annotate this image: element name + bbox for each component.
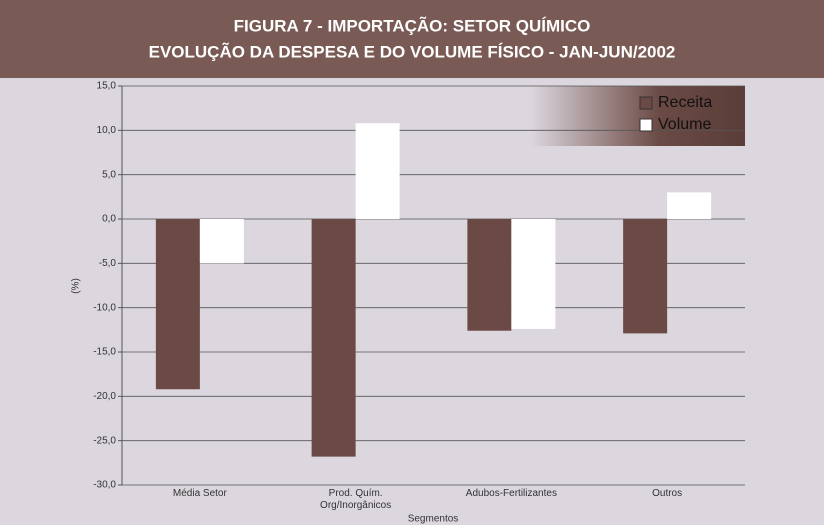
y-tick-label: 10,0: [97, 125, 117, 136]
x-tick-label: Outros: [652, 488, 683, 499]
y-tick-label: 5,0: [102, 169, 116, 180]
y-tick-label: -20,0: [93, 391, 116, 402]
y-tick-label: 0,0: [102, 214, 116, 225]
y-tick-label: -25,0: [93, 435, 116, 446]
legend-swatch: [639, 118, 653, 132]
chart-title: FIGURA 7 - IMPORTAÇÃO: SETOR QUÍMICO: [234, 15, 591, 35]
y-axis-label: (%): [71, 278, 82, 294]
bar: [667, 192, 712, 219]
x-tick-label: Adubos-Fertilizantes: [465, 488, 557, 499]
x-tick-label: Prod. Quím. Org/Inorgânicos: [320, 488, 392, 511]
bar: [623, 219, 668, 334]
legend-label: Receita: [658, 94, 712, 111]
bar: [467, 219, 512, 331]
bar: [355, 123, 400, 219]
y-tick-label: -15,0: [93, 347, 116, 358]
x-tick-label: Média Setor: [172, 488, 227, 499]
x-axis-label: Segmentos: [408, 514, 459, 525]
header-band: [0, 0, 824, 78]
bar: [199, 219, 244, 264]
chart-subtitle: EVOLUÇÃO DA DESPESA E DO VOLUME FÍSICO -…: [149, 41, 676, 61]
legend-label: Volume: [658, 116, 711, 133]
bar: [511, 219, 556, 329]
y-tick-label: -5,0: [99, 258, 117, 269]
legend-background: [530, 86, 745, 146]
bar: [311, 219, 356, 457]
y-tick-label: -30,0: [93, 480, 116, 491]
legend-swatch: [639, 96, 653, 110]
bar: [155, 219, 200, 390]
y-tick-label: -10,0: [93, 302, 116, 313]
y-tick-label: 15,0: [97, 81, 117, 92]
